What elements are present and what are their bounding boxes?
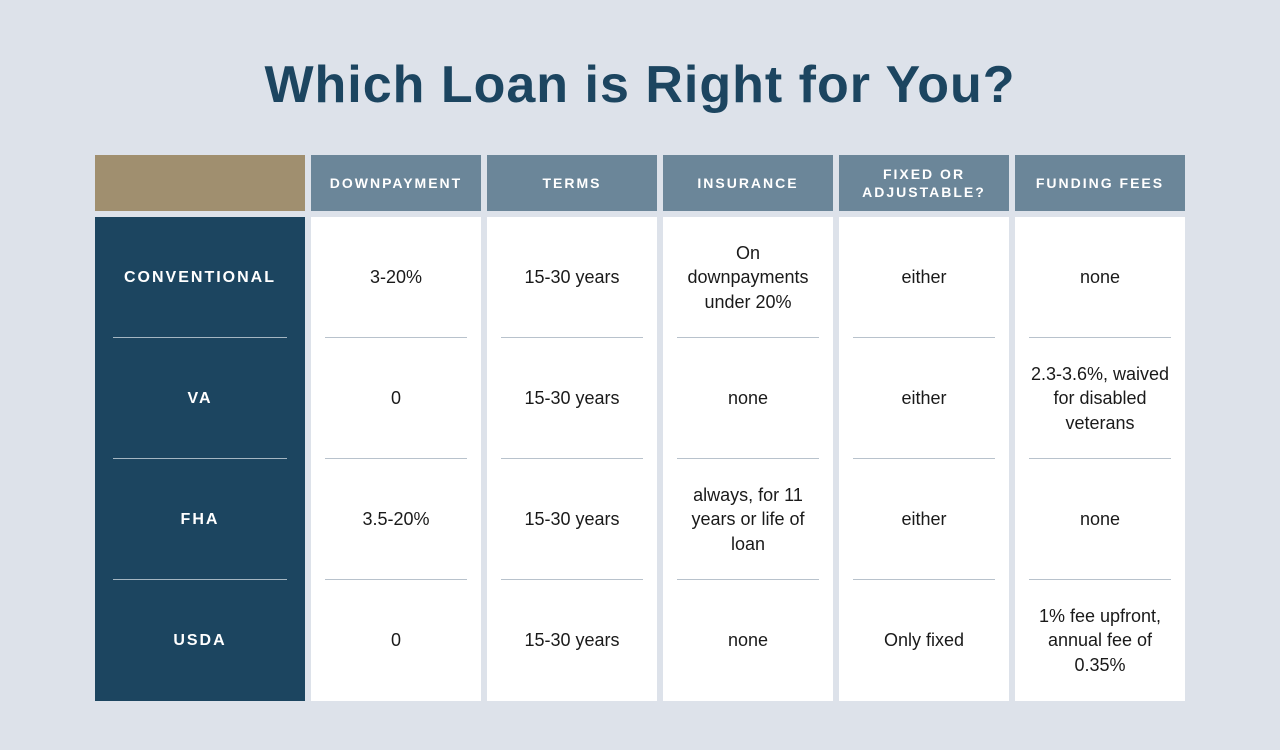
col-terms: 15-30 years 15-30 years 15-30 years 15-3… xyxy=(487,217,657,701)
table-cell: 3.5-20% xyxy=(311,459,481,580)
table-cell: 15-30 years xyxy=(487,217,657,338)
table-cell: 15-30 years xyxy=(487,459,657,580)
col-rate-type: either either either Only fixed xyxy=(839,217,1009,701)
table-cell: On downpayments under 20% xyxy=(663,217,833,338)
row-label-va: VA xyxy=(95,338,305,459)
col-header-rate-type: FIXED OR ADJUSTABLE? xyxy=(839,155,1009,211)
table-corner xyxy=(95,155,305,211)
col-funding-fees: none 2.3-3.6%, waived for disabled veter… xyxy=(1015,217,1185,701)
table-cell: none xyxy=(1015,217,1185,338)
table-cell: either xyxy=(839,459,1009,580)
table-cell: 3-20% xyxy=(311,217,481,338)
table-cell: either xyxy=(839,338,1009,459)
col-insurance: On downpayments under 20% none always, f… xyxy=(663,217,833,701)
row-label-conventional: CONVENTIONAL xyxy=(95,217,305,338)
table-cell: 15-30 years xyxy=(487,338,657,459)
table-cell: none xyxy=(663,580,833,701)
col-header-terms: TERMS xyxy=(487,155,657,211)
table-cell: none xyxy=(1015,459,1185,580)
table-cell: 1% fee upfront, annual fee of 0.35% xyxy=(1015,580,1185,701)
table-cell: either xyxy=(839,217,1009,338)
table-cell: Only fixed xyxy=(839,580,1009,701)
loan-comparison-table: DOWNPAYMENT TERMS INSURANCE FIXED OR ADJ… xyxy=(95,155,1185,701)
table-cell: none xyxy=(663,338,833,459)
table-cell: 2.3-3.6%, waived for disabled veterans xyxy=(1015,338,1185,459)
row-labels: CONVENTIONAL VA FHA USDA xyxy=(95,217,305,701)
table-cell: 0 xyxy=(311,338,481,459)
row-label-fha: FHA xyxy=(95,459,305,580)
col-downpayment: 3-20% 0 3.5-20% 0 xyxy=(311,217,481,701)
table-cell: 15-30 years xyxy=(487,580,657,701)
row-label-usda: USDA xyxy=(95,580,305,701)
col-header-funding-fees: FUNDING FEES xyxy=(1015,155,1185,211)
table-cell: always, for 11 years or life of loan xyxy=(663,459,833,580)
col-header-insurance: INSURANCE xyxy=(663,155,833,211)
page-title: Which Loan is Right for You? xyxy=(95,55,1185,115)
col-header-downpayment: DOWNPAYMENT xyxy=(311,155,481,211)
table-cell: 0 xyxy=(311,580,481,701)
